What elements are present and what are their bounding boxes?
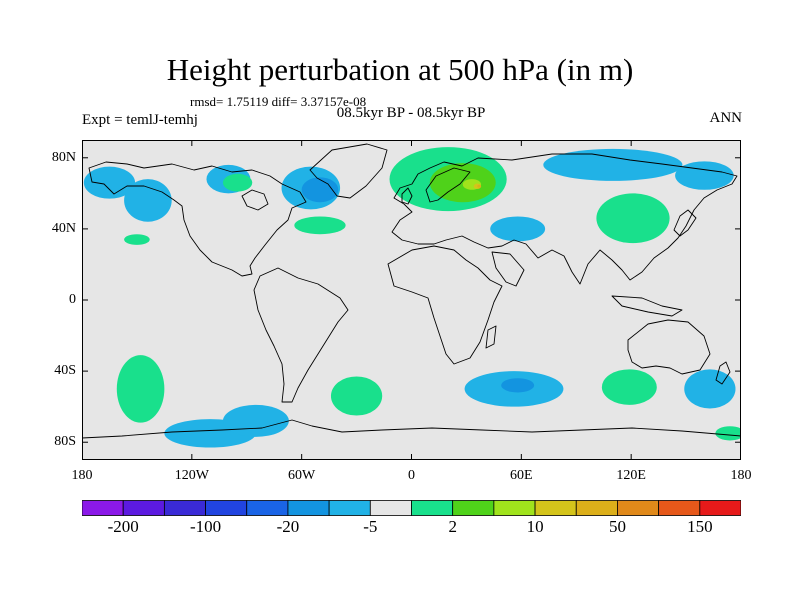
colorbar-swatch: [534, 500, 577, 516]
anomaly-region: [83, 166, 136, 199]
season-label: ANN: [709, 110, 743, 126]
colorbar-swatch: [369, 500, 412, 516]
latitude-label: 0: [69, 292, 76, 307]
australia-coast: [627, 319, 711, 375]
longitude-label: 180: [71, 468, 93, 483]
anomaly-region: [715, 426, 741, 441]
plot-title: Height perturbation at 500 hPa (in m): [166, 52, 634, 87]
colorbar-label: 2: [448, 517, 457, 536]
latitude-label: 80S: [54, 434, 76, 450]
anomaly-region: [330, 376, 383, 416]
anomaly-region: [501, 378, 535, 393]
anomaly-region: [429, 163, 496, 203]
anomaly-region: [222, 173, 253, 192]
anomaly-region: [684, 369, 736, 409]
colorbar-swatch: [287, 500, 330, 516]
colorbar-label: 10: [526, 517, 544, 536]
anomaly-regions: [83, 147, 741, 448]
coastlines: [82, 143, 741, 439]
longitude-label: 120W: [174, 468, 209, 483]
colorbar-swatch: [205, 500, 248, 516]
period-label: 08.5kyr BP - 08.5kyr BP: [336, 105, 486, 121]
experiment-label: Expt = temlJ-temhj: [82, 112, 198, 128]
colorbar-swatch: [328, 500, 371, 516]
africa-eurasia-coast: [387, 153, 738, 365]
indonesia-coast: [611, 295, 683, 317]
scandinavia-coast: [425, 167, 471, 203]
anomaly-region: [596, 193, 670, 244]
colorbar-swatch: [452, 500, 495, 516]
longitude-label: 60W: [288, 468, 316, 483]
latitude-label: 80N: [51, 149, 76, 165]
anomaly-region: [222, 404, 289, 437]
south-america-coast: [253, 267, 349, 403]
colorbar-swatch: [699, 500, 741, 516]
colorbar: [82, 500, 741, 516]
japan-coast: [673, 209, 697, 237]
north-america-coast: [88, 161, 307, 277]
colorbar-label: 150: [687, 517, 713, 536]
arabia-coast: [491, 251, 525, 287]
colorbar-swatch: [493, 500, 536, 516]
colorbar-swatch: [617, 500, 660, 516]
colorbar-swatch: [82, 500, 124, 516]
anomaly-region: [675, 161, 734, 190]
anomaly-region: [301, 177, 339, 203]
anomaly-region: [477, 184, 482, 188]
rmsd-stats: rmsd= 1.75119 diff= 3.37157e-08: [190, 94, 367, 109]
anomaly-region: [490, 216, 546, 242]
world-map: [82, 140, 741, 460]
anomaly-region: [601, 369, 657, 405]
colorbar-label: -20: [276, 517, 300, 536]
new-zealand-coast: [715, 361, 731, 385]
colorbar-swatch: [411, 500, 454, 516]
latitude-label: 40N: [51, 220, 76, 236]
anomaly-region: [543, 148, 683, 181]
anomaly-region: [294, 216, 346, 235]
longitude-label: 120E: [616, 468, 646, 483]
colorbar-swatch: [246, 500, 289, 516]
colorbar-label: 50: [608, 517, 626, 536]
anomaly-region: [124, 179, 172, 222]
colorbar-label: -200: [107, 517, 139, 536]
colorbar-swatch: [575, 500, 618, 516]
colorbar-swatch: [658, 500, 701, 516]
anomaly-region: [116, 355, 165, 423]
colorbar-swatch: [122, 500, 165, 516]
hudson-bay-coast: [241, 189, 269, 211]
longitude-label: 0: [408, 468, 415, 483]
antarctica-coast: [82, 419, 741, 439]
colorbar-label: -5: [363, 517, 378, 536]
axis-ticks: [82, 140, 741, 460]
greenland-coast: [309, 143, 388, 199]
longitude-label: 180: [730, 468, 752, 483]
colorbar-label: -100: [189, 517, 222, 536]
anomaly-region: [124, 234, 150, 245]
madagascar-coast: [485, 325, 497, 349]
longitude-label: 60E: [510, 468, 533, 483]
colorbar-swatch: [163, 500, 206, 516]
british-isles-coast: [401, 187, 413, 205]
latitude-label: 40S: [54, 363, 76, 379]
